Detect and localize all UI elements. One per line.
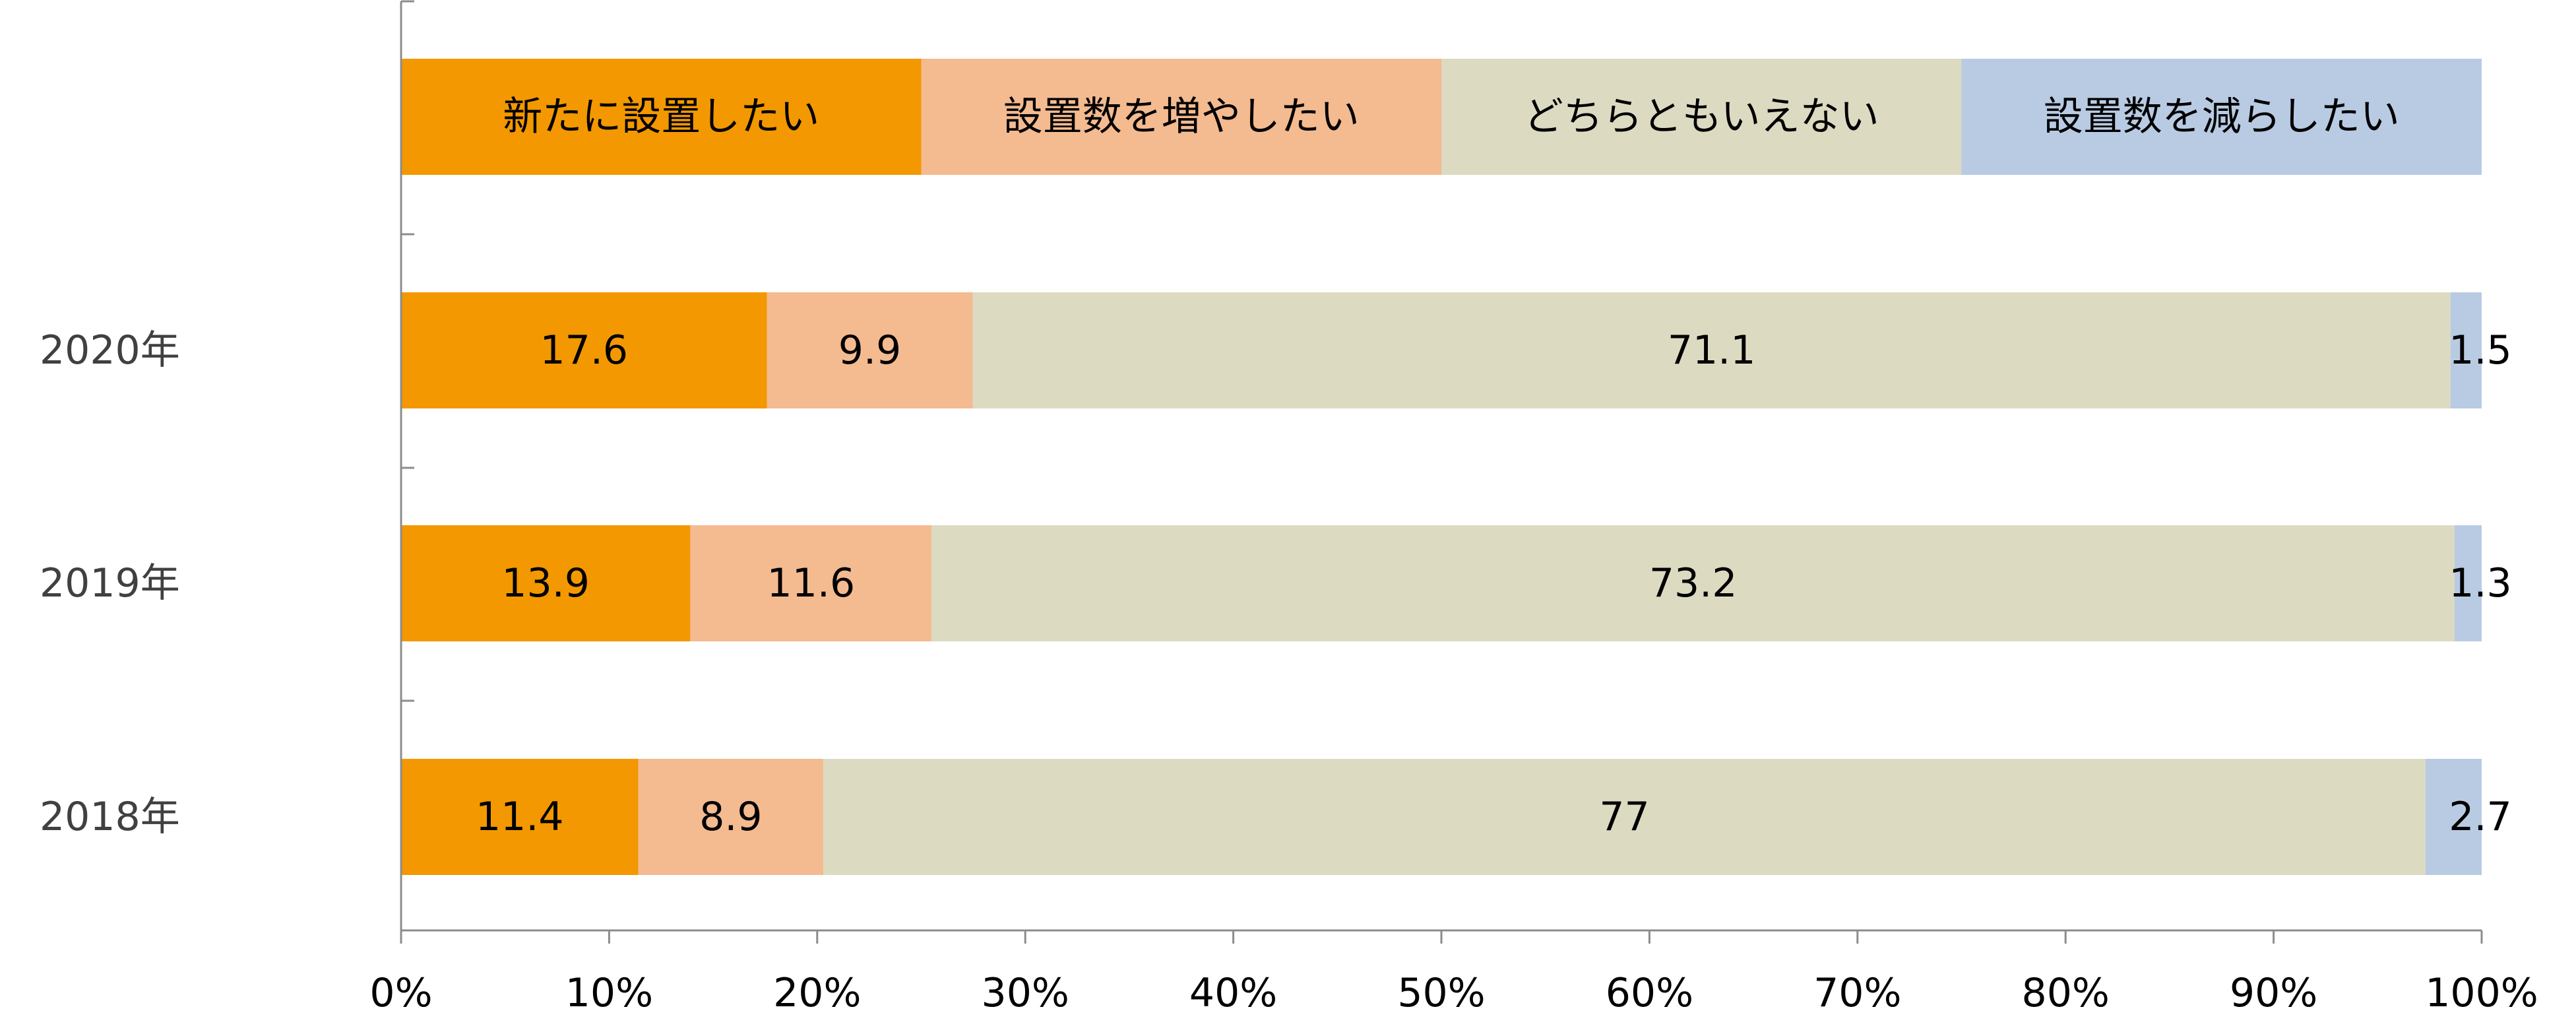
data-label: 77	[1599, 794, 1649, 840]
bar-segment	[690, 525, 932, 641]
x-tick-label: 50%	[1397, 970, 1485, 1016]
data-label: 13.9	[501, 560, 590, 606]
data-label: 17.6	[540, 327, 628, 373]
x-tick-label: 60%	[1606, 970, 1693, 1016]
x-tick-label: 40%	[1189, 970, 1277, 1016]
category-label: 2019年	[40, 560, 180, 606]
bar-segment	[931, 525, 2455, 641]
x-tick-label: 0%	[369, 970, 432, 1016]
x-tick-label: 30%	[982, 970, 1069, 1016]
legend-swatch	[1961, 59, 2482, 175]
data-label: 1.3	[2449, 560, 2511, 606]
bar-segment	[401, 525, 691, 641]
category-label: 2018年	[40, 794, 180, 840]
data-label: 1.5	[2449, 327, 2511, 373]
category-label: 2020年	[40, 327, 180, 373]
data-label: 11.6	[767, 560, 856, 606]
bar-segment	[2450, 292, 2482, 408]
legend-label: どちらともいえない	[1524, 94, 1879, 140]
data-label: 8.9	[699, 794, 762, 840]
bar-segment	[401, 292, 767, 408]
x-tick-label: 80%	[2022, 970, 2110, 1016]
bar-segment	[638, 759, 824, 875]
bar-segment	[2425, 759, 2482, 875]
legend-swatch	[921, 59, 1441, 175]
legend-label: 設置数を減らしたい	[2044, 94, 2400, 140]
data-label: 2.7	[2449, 794, 2511, 840]
x-tick-label: 70%	[1813, 970, 1901, 1016]
bar-segment	[2454, 525, 2482, 641]
legend-swatch	[1441, 59, 1962, 175]
data-label: 9.9	[838, 327, 901, 373]
bar-segment	[767, 292, 973, 408]
bar-segment	[972, 292, 2451, 408]
legend-swatch	[401, 59, 922, 175]
data-label: 11.4	[476, 794, 564, 840]
x-tick-label: 90%	[2230, 970, 2317, 1016]
data-label: 73.2	[1649, 560, 1738, 606]
x-tick-label: 10%	[565, 970, 653, 1016]
data-label: 71.1	[1668, 327, 1756, 373]
legend-label: 設置数を増やしたい	[1003, 94, 1360, 140]
bar-segment	[401, 759, 639, 875]
x-tick-label: 20%	[773, 970, 861, 1016]
x-tick-label: 100%	[2425, 970, 2538, 1016]
bar-segment	[823, 759, 2426, 875]
legend-label: 新たに設置したい	[503, 94, 819, 140]
